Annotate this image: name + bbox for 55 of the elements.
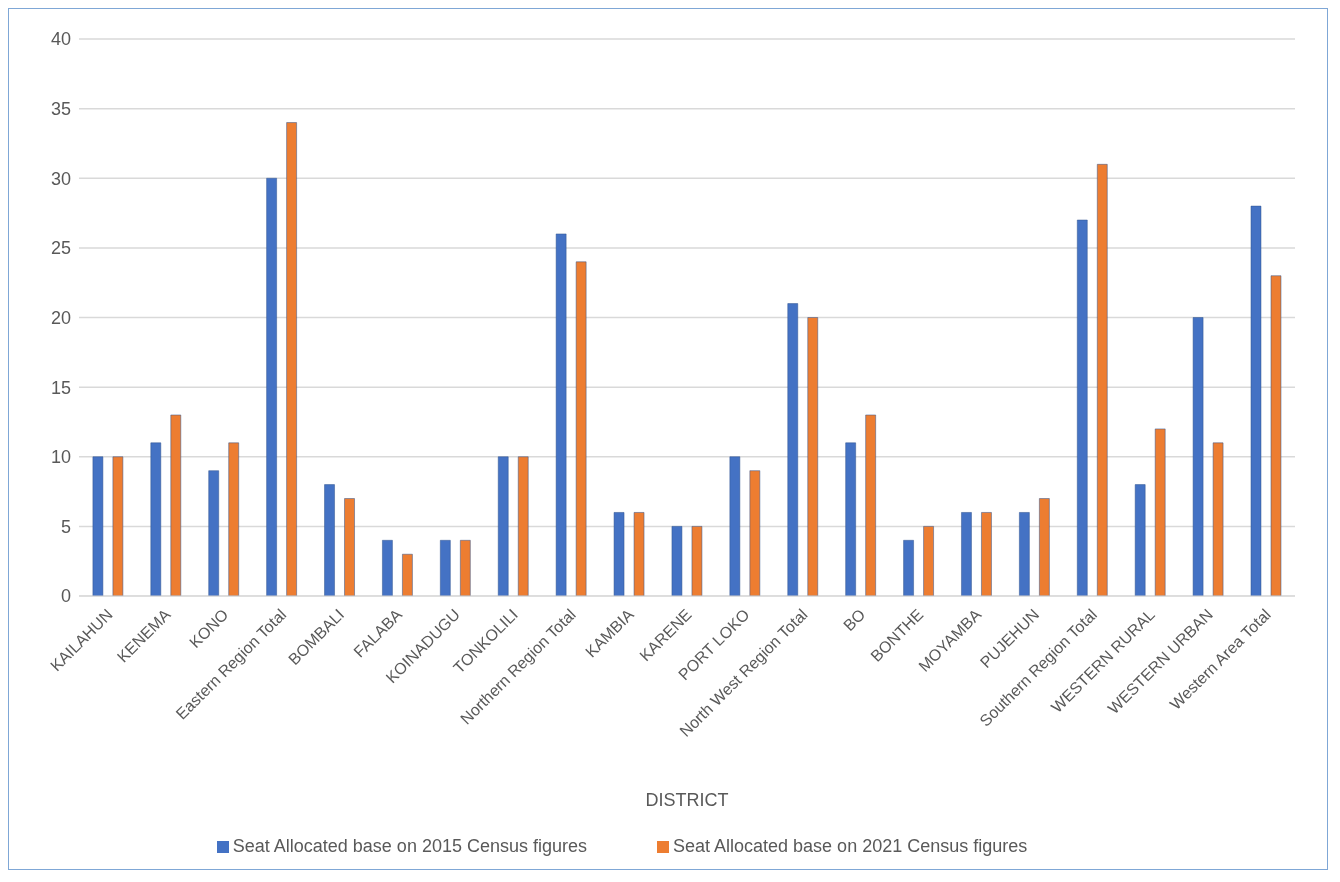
bar bbox=[555, 233, 567, 596]
bar bbox=[807, 317, 818, 596]
bar bbox=[729, 456, 741, 596]
y-tick-label: 35 bbox=[50, 99, 71, 120]
bar bbox=[633, 512, 645, 596]
bar bbox=[344, 498, 355, 596]
bar bbox=[865, 414, 876, 596]
bar bbox=[266, 178, 277, 596]
x-tick-label: BO bbox=[840, 605, 869, 635]
y-tick-label: 10 bbox=[50, 447, 71, 468]
y-tick-label: 25 bbox=[50, 238, 71, 259]
bar bbox=[613, 512, 625, 596]
bar bbox=[1154, 428, 1166, 596]
bar bbox=[787, 303, 798, 596]
bar bbox=[1192, 317, 1204, 596]
bar bbox=[402, 553, 413, 596]
bar bbox=[92, 456, 104, 596]
bar bbox=[961, 512, 972, 596]
bar bbox=[1097, 164, 1108, 596]
y-tick-label: 0 bbox=[60, 586, 71, 607]
y-tick-label: 5 bbox=[60, 516, 71, 537]
bar bbox=[382, 540, 393, 596]
bar bbox=[170, 414, 182, 596]
legend-label: Seat Allocated base on 2021 Census figures bbox=[673, 836, 1028, 856]
bar bbox=[497, 456, 509, 596]
bar bbox=[440, 540, 451, 596]
bar bbox=[324, 484, 335, 596]
legend-label: Seat Allocated base on 2015 Census figures bbox=[232, 836, 587, 856]
bar bbox=[903, 540, 914, 596]
bar bbox=[845, 442, 856, 596]
bar bbox=[981, 512, 992, 596]
bar bbox=[671, 526, 683, 596]
bar bbox=[1212, 442, 1224, 596]
bar bbox=[1134, 484, 1146, 596]
bar bbox=[286, 122, 297, 596]
bar bbox=[1039, 498, 1050, 596]
y-tick-label: 40 bbox=[50, 29, 71, 50]
y-tick-label: 20 bbox=[50, 307, 71, 328]
bar bbox=[1270, 275, 1282, 596]
bar bbox=[749, 470, 761, 596]
bar bbox=[517, 456, 529, 596]
y-tick-label: 30 bbox=[50, 168, 71, 189]
bar bbox=[208, 470, 219, 596]
bar bbox=[112, 456, 124, 596]
bar bbox=[691, 526, 703, 596]
bar bbox=[1019, 512, 1030, 596]
bar bbox=[228, 442, 239, 596]
bar bbox=[150, 442, 162, 596]
bar bbox=[460, 540, 471, 596]
x-axis-title: DISTRICT bbox=[645, 790, 729, 810]
bar bbox=[1077, 219, 1088, 596]
y-tick-label: 15 bbox=[50, 377, 71, 398]
bar bbox=[1250, 205, 1262, 596]
bar bbox=[575, 261, 587, 596]
bar bbox=[923, 526, 934, 596]
